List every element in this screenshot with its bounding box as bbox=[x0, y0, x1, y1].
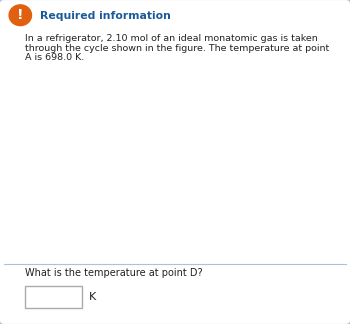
Text: 2.25 m³: 2.25 m³ bbox=[233, 248, 271, 258]
Text: In a refrigerator, 2.10 mol of an ideal monatomic gas is taken: In a refrigerator, 2.10 mol of an ideal … bbox=[25, 34, 317, 43]
Text: A is 698.0 K.: A is 698.0 K. bbox=[25, 53, 84, 63]
Text: C: C bbox=[253, 194, 261, 207]
Text: B: B bbox=[166, 194, 174, 207]
Text: K: K bbox=[89, 293, 97, 302]
Text: through the cycle shown in the figure. The temperature at point: through the cycle shown in the figure. T… bbox=[25, 44, 329, 53]
Text: What is the temperature at point D?: What is the temperature at point D? bbox=[25, 268, 202, 278]
Text: 1.50 m³: 1.50 m³ bbox=[154, 248, 192, 258]
Text: 1.30 kPa: 1.30 kPa bbox=[55, 179, 97, 190]
FancyBboxPatch shape bbox=[25, 286, 82, 308]
Circle shape bbox=[9, 5, 32, 26]
Text: A: A bbox=[168, 99, 176, 112]
Text: Required information: Required information bbox=[40, 11, 171, 21]
Text: D: D bbox=[248, 99, 258, 112]
Text: P: P bbox=[100, 47, 108, 60]
Text: $P_2$: $P_2$ bbox=[83, 112, 97, 128]
Text: V: V bbox=[319, 233, 328, 246]
Text: !: ! bbox=[17, 8, 23, 22]
